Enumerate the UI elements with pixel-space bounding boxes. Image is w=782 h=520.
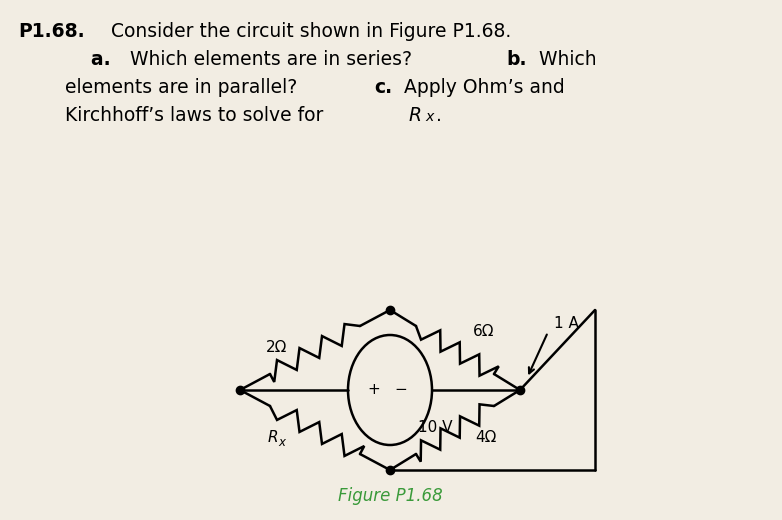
Text: R: R [408, 106, 421, 125]
Text: 2Ω: 2Ω [267, 341, 288, 356]
Text: 6Ω: 6Ω [473, 324, 494, 340]
Text: P1.68.: P1.68. [18, 22, 84, 41]
Text: x: x [278, 436, 285, 449]
Text: Which elements are in series?: Which elements are in series? [124, 50, 418, 69]
Text: c.: c. [375, 78, 393, 97]
Text: Consider the circuit shown in Figure P1.68.: Consider the circuit shown in Figure P1.… [105, 22, 511, 41]
Text: b.: b. [506, 50, 526, 69]
Text: x: x [425, 110, 433, 124]
Text: Kirchhoff’s laws to solve for: Kirchhoff’s laws to solve for [65, 106, 329, 125]
Text: Figure P1.68: Figure P1.68 [338, 487, 443, 505]
Text: R: R [267, 431, 278, 446]
Text: −: − [394, 383, 407, 397]
Text: elements are in parallel?: elements are in parallel? [65, 78, 303, 97]
Text: a.: a. [65, 50, 110, 69]
Text: 10 V: 10 V [418, 420, 453, 435]
Text: .: . [436, 106, 442, 125]
Text: +: + [368, 383, 380, 397]
Text: Apply Ohm’s and: Apply Ohm’s and [398, 78, 565, 97]
Text: Which: Which [533, 50, 597, 69]
Text: 4Ω: 4Ω [475, 431, 497, 446]
Text: 1 A: 1 A [554, 317, 579, 332]
